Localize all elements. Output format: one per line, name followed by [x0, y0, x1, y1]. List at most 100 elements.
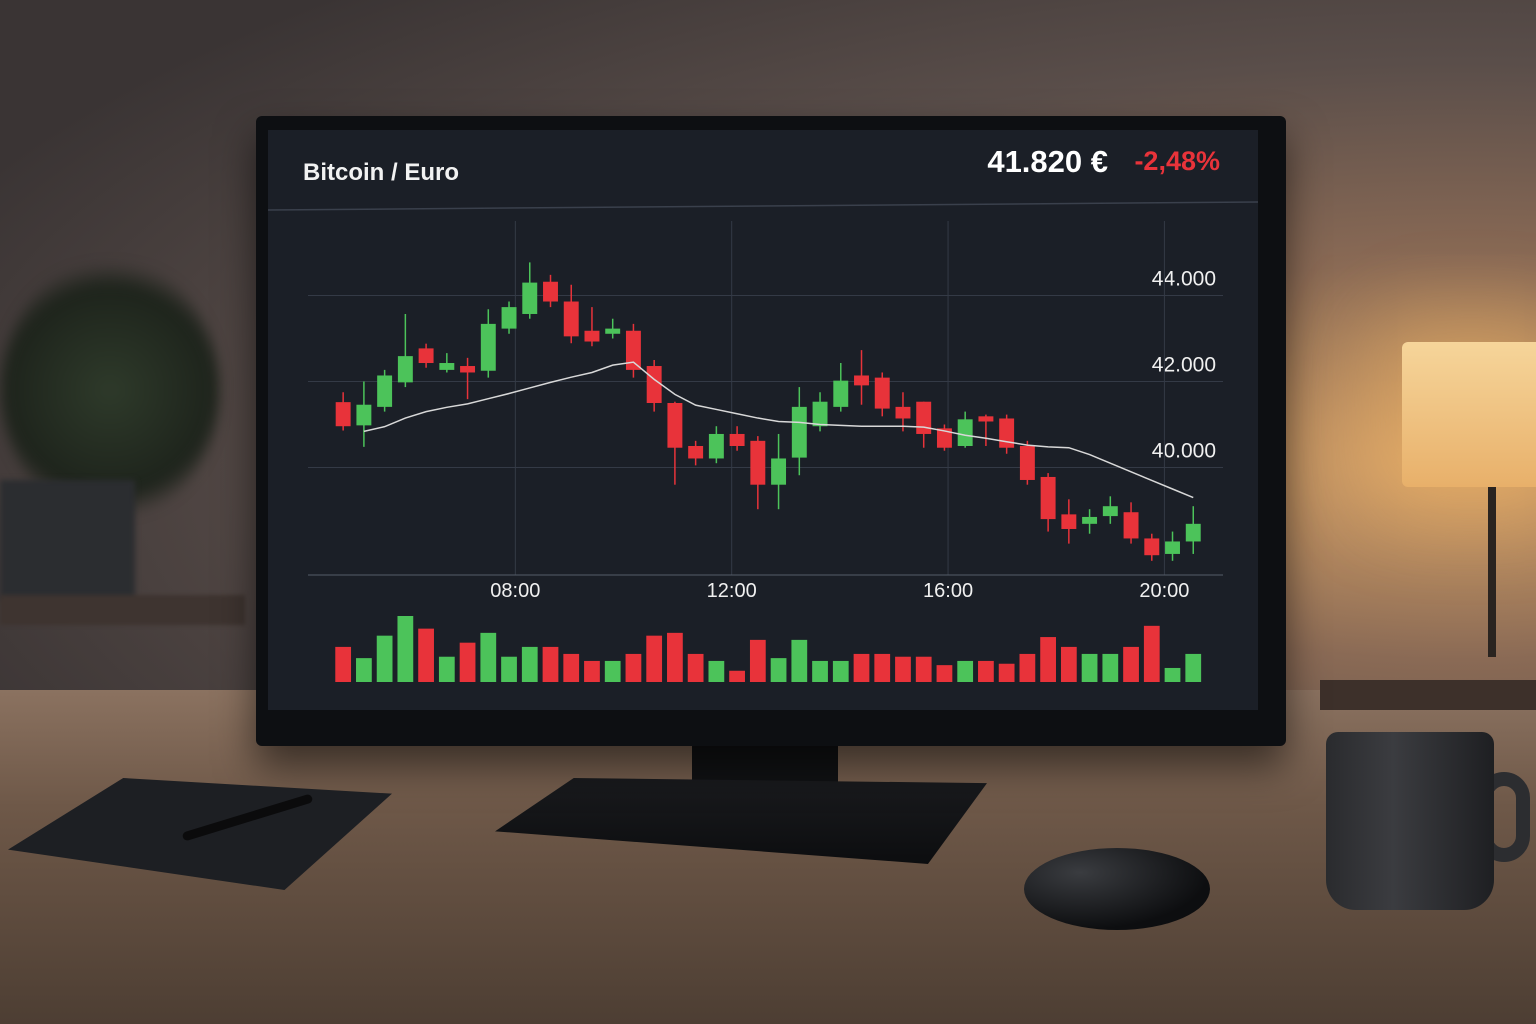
candle-body: [854, 375, 869, 386]
y-tick-label: 40.000: [1152, 440, 1216, 463]
volume-bar: [459, 642, 476, 682]
candle-body: [625, 330, 641, 370]
volume-bar: [915, 656, 932, 682]
candle-body: [688, 446, 704, 459]
volume-bar: [1185, 653, 1202, 682]
candle-body: [729, 433, 745, 446]
candle-body: [916, 401, 932, 434]
candle-body: [874, 377, 890, 409]
volume-bar: [708, 660, 725, 682]
x-tick-label: 20:00: [1139, 580, 1189, 602]
price-change: -2,48%: [1134, 146, 1220, 176]
candle-body: [895, 406, 911, 419]
volume-bar: [729, 670, 745, 682]
candle-body: [771, 458, 787, 485]
lamp-shade: [1402, 342, 1536, 487]
candle-body: [791, 406, 807, 458]
volume-bar: [1143, 625, 1160, 682]
volume-bar: [832, 660, 849, 682]
candle-body: [543, 281, 558, 302]
volume-bar: [1060, 646, 1077, 682]
volume-bar: [667, 632, 683, 682]
candle-body: [667, 403, 683, 448]
volume-bar: [563, 653, 580, 682]
volume-bar: [1102, 653, 1119, 682]
volume-bar: [998, 663, 1015, 682]
candle-body: [936, 428, 952, 448]
volume-bar: [770, 658, 787, 682]
candle-body: [978, 416, 994, 422]
candle-body: [377, 375, 393, 407]
volume-bar: [376, 635, 393, 682]
volume-bar: [812, 660, 828, 682]
candle-body: [1019, 446, 1035, 480]
volume-bar: [397, 616, 414, 682]
candle-body: [1165, 541, 1180, 554]
volume-bar: [335, 646, 352, 682]
lamp-pole: [1488, 487, 1496, 657]
volume-bar: [749, 639, 766, 682]
x-tick-label: 12:00: [707, 580, 757, 602]
candle-body: [335, 402, 351, 427]
y-tick-label: 44.000: [1152, 268, 1216, 291]
candle-body: [812, 401, 828, 427]
volume-bar: [584, 660, 600, 682]
volume-bar: [874, 653, 891, 682]
candle-body: [1123, 512, 1139, 539]
volume-bar: [1019, 653, 1036, 682]
volume-bar: [604, 660, 621, 682]
screen-background: [268, 130, 1258, 710]
volume-bar: [418, 628, 434, 682]
candle-body: [584, 330, 600, 342]
volume-bar: [687, 653, 704, 682]
volume-bar: [853, 653, 870, 682]
chart-title: Bitcoin / Euro: [303, 159, 459, 186]
candle-body: [750, 440, 766, 485]
candle-body: [501, 307, 517, 329]
volume-bar: [646, 635, 663, 682]
volume-bar: [438, 656, 455, 682]
moving-average-line: [363, 361, 1194, 499]
volume-bar: [895, 656, 911, 682]
plot: 40.000 42.000 44.000 08:00 12:00 16:00 20:00: [308, 221, 1223, 682]
candle-body: [708, 433, 724, 459]
volume-bar: [521, 646, 538, 682]
candle-body: [439, 363, 455, 370]
volume-bar: [978, 660, 994, 682]
volume-bar: [501, 656, 517, 682]
candle-body: [1040, 476, 1056, 520]
volume-bar: [957, 660, 974, 682]
plant-pot: [0, 480, 135, 600]
volume-bar: [1164, 667, 1181, 682]
candle-body: [563, 301, 579, 337]
volume-bar: [791, 639, 808, 682]
shelf: [0, 595, 245, 625]
mouse: [1024, 848, 1210, 930]
price: 41.820 €: [987, 144, 1108, 179]
volume-bar: [625, 653, 642, 682]
candle-body: [646, 366, 662, 403]
candle-body: [418, 348, 434, 364]
volume-bar: [480, 632, 497, 682]
candle-body: [999, 418, 1015, 448]
x-tick-label: 08:00: [490, 580, 540, 602]
y-tick-label: 42.000: [1152, 354, 1216, 377]
candle-body: [522, 282, 538, 314]
volume-bar: [356, 658, 372, 682]
cup: [1326, 732, 1494, 910]
volume-bar: [1123, 646, 1139, 682]
candle-body: [397, 356, 413, 383]
volume-bar: [1081, 653, 1098, 682]
volume-bar: [1040, 637, 1056, 682]
candle-body: [356, 404, 372, 426]
candle-body: [1102, 506, 1118, 517]
x-tick-label: 16:00: [923, 580, 973, 602]
candle-body: [957, 419, 973, 446]
candle-body: [605, 328, 621, 334]
candle-body: [1144, 538, 1160, 556]
volume-bar: [542, 646, 559, 682]
header-divider: [268, 201, 1258, 211]
plant: [0, 260, 220, 520]
candle-body: [480, 323, 496, 371]
